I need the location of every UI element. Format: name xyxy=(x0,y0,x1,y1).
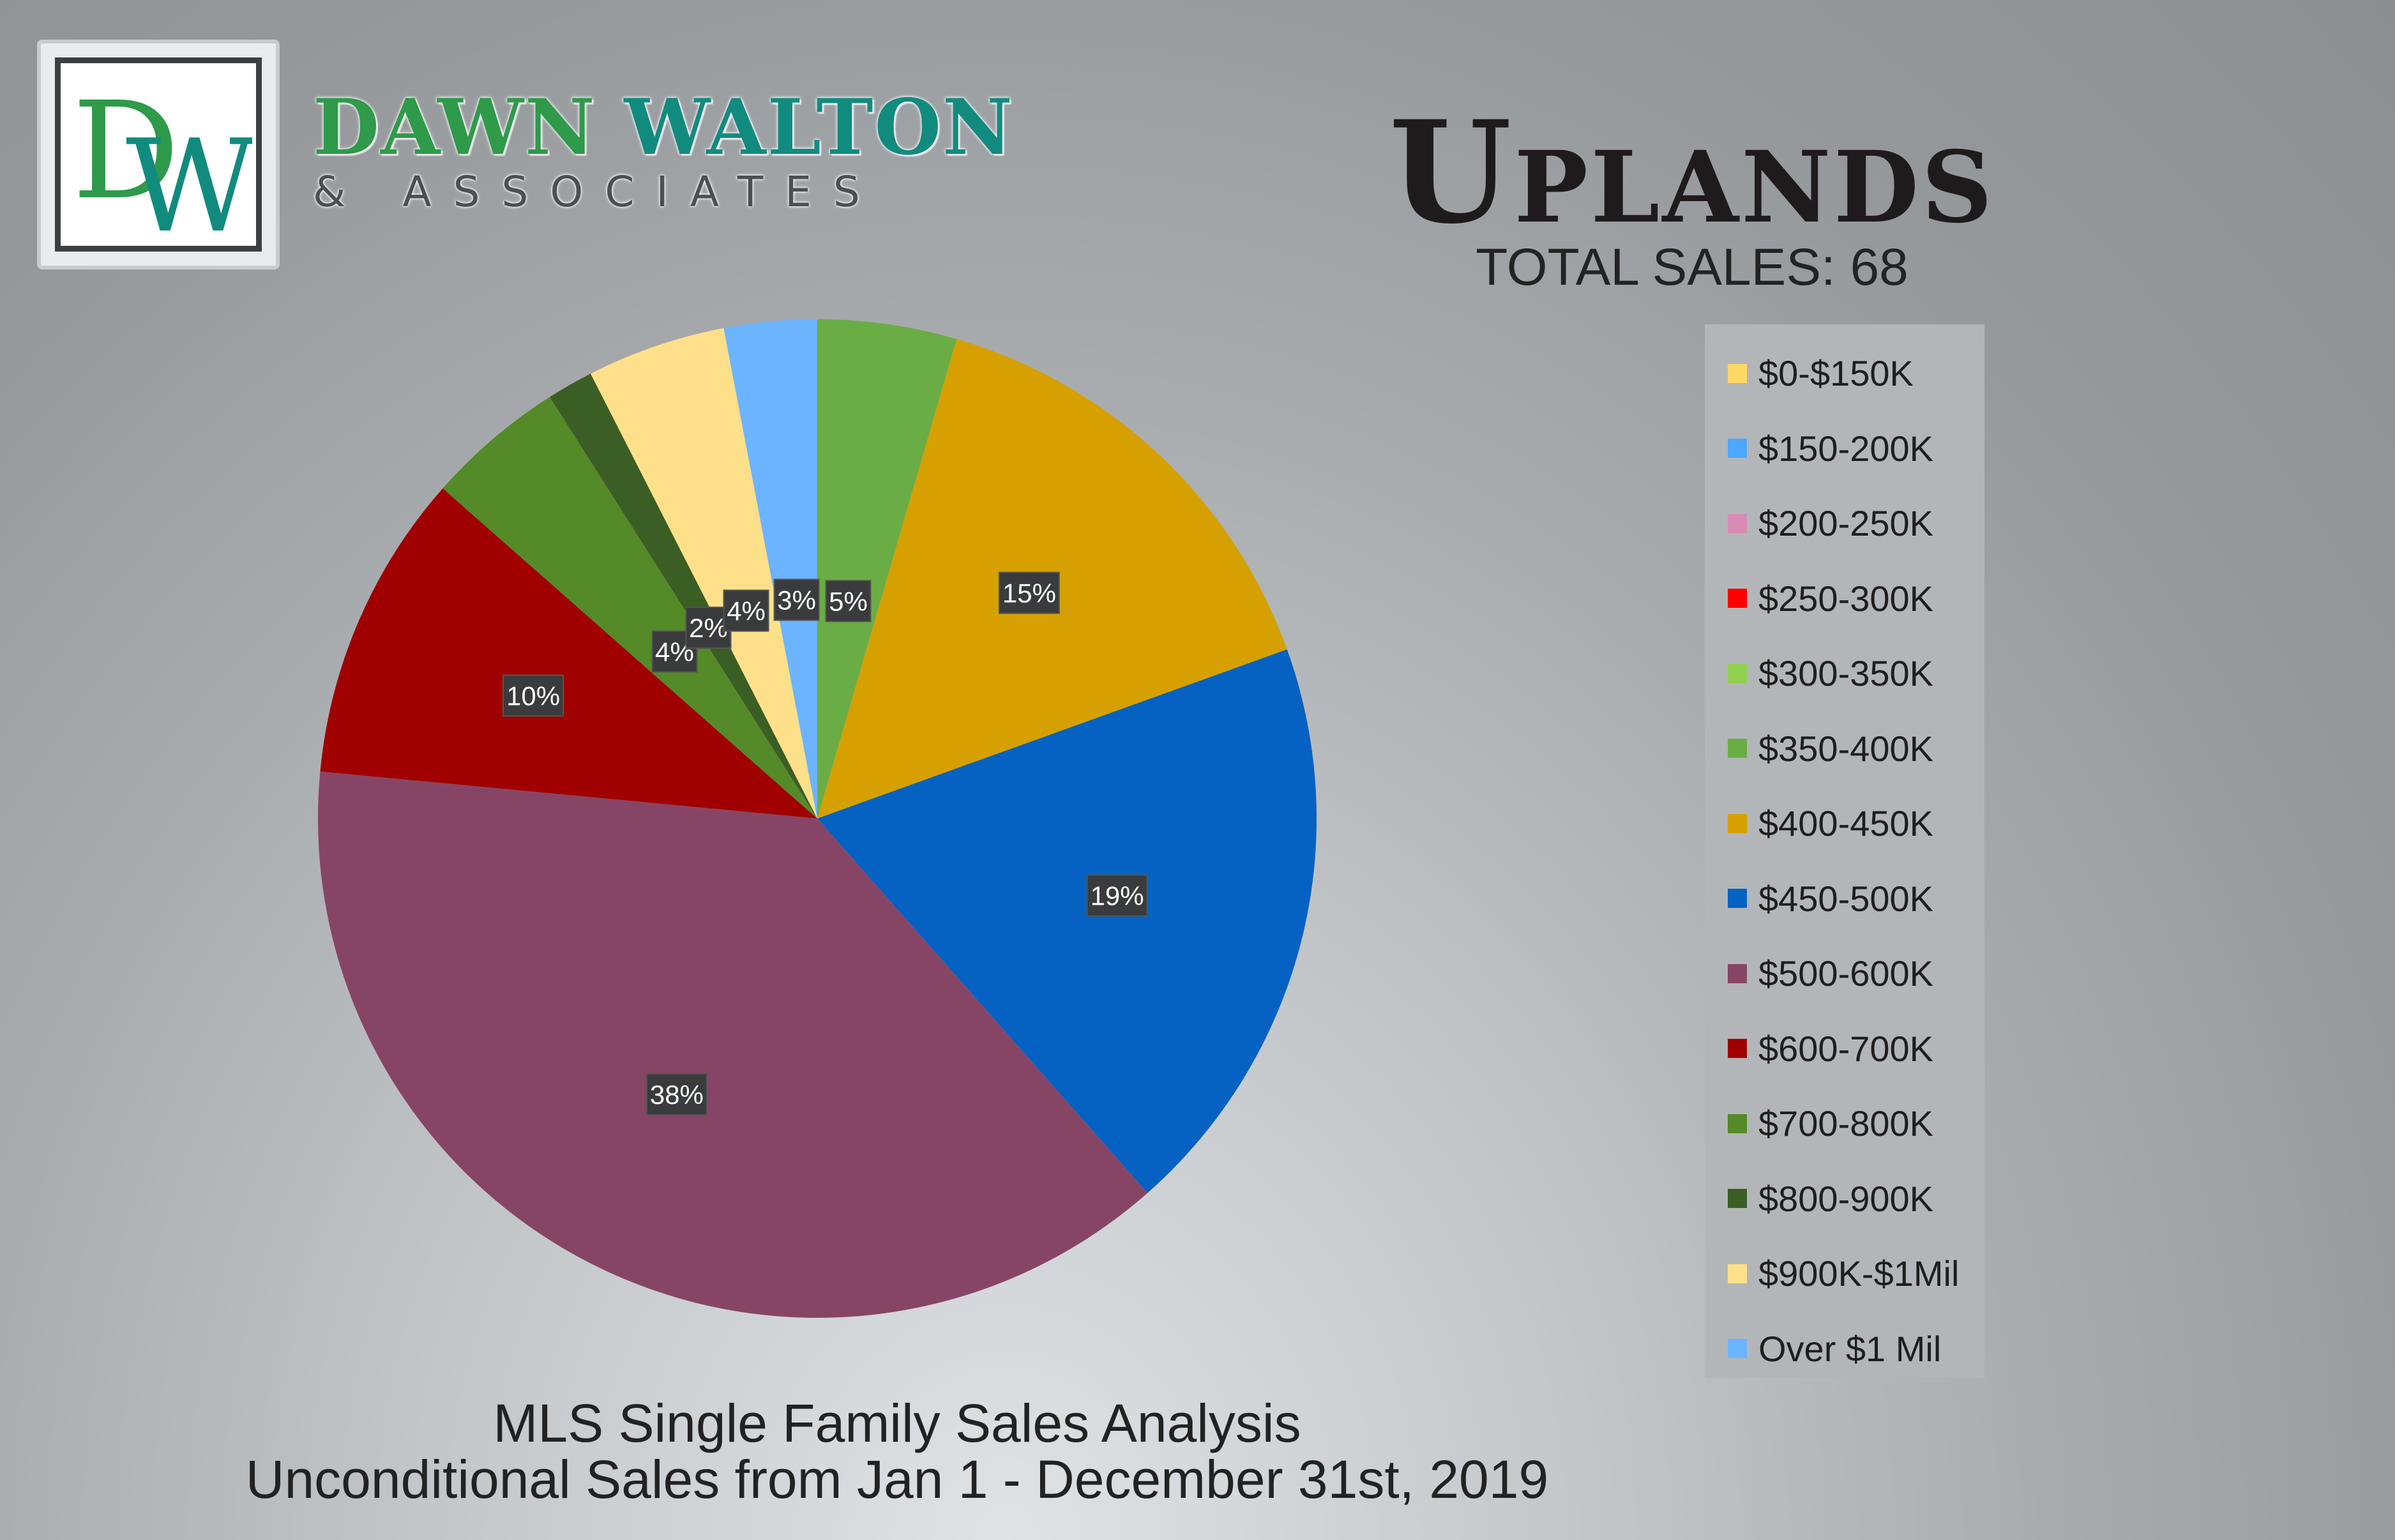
brand-name-last: WALTON xyxy=(624,82,1014,172)
legend-item-12: $900K-$1Mil xyxy=(1705,1236,1984,1311)
pie-slice-13 xyxy=(723,319,817,819)
pie-slice-10 xyxy=(442,396,817,819)
data-label-box-9 xyxy=(502,674,564,717)
data-label-box-7 xyxy=(1086,874,1148,917)
data-label-box-12 xyxy=(723,589,769,632)
logo-monogram: D W xyxy=(55,57,262,252)
legend-swatch-1 xyxy=(1728,439,1747,458)
data-label-box-5 xyxy=(825,580,872,623)
data-label-text-8: 38% xyxy=(650,1080,704,1110)
chart-footer: MLS Single Family Sales Analysis Uncondi… xyxy=(0,1393,1794,1510)
legend-item-1: $150-200K xyxy=(1705,411,1984,487)
pie-slices xyxy=(318,319,1317,1318)
data-label-text-7: 19% xyxy=(1091,881,1144,911)
legend-label-0: $0-$150K xyxy=(1758,353,1914,394)
data-label-7: 19% xyxy=(1086,874,1148,917)
pie-slice-5 xyxy=(817,319,957,819)
data-label-box-8 xyxy=(646,1073,707,1115)
legend-item-9: $600-700K xyxy=(1705,1011,1984,1087)
legend-label-9: $600-700K xyxy=(1758,1028,1934,1069)
logo-letter-d: D xyxy=(72,73,179,229)
pie-slice-12 xyxy=(590,328,817,819)
data-label-text-13: 3% xyxy=(777,585,816,615)
pie-chart: 5% 15%19%38%10%4%2%4% 3% xyxy=(318,319,1317,1318)
legend-swatch-9 xyxy=(1728,1039,1747,1059)
legend-swatch-8 xyxy=(1728,963,1747,983)
data-label-6: 15% xyxy=(998,571,1060,614)
legend-swatch-7 xyxy=(1728,889,1747,909)
legend-swatch-5 xyxy=(1728,739,1747,759)
data-label-12: 4% xyxy=(723,589,769,632)
brand-name: DAWN WALTON xyxy=(313,89,1014,166)
legend-swatch-12 xyxy=(1728,1264,1747,1283)
legend-item-0: $0-$150K xyxy=(1705,336,1984,411)
brand-wordmark: DAWN WALTON & ASSOCIATES xyxy=(313,89,1014,213)
legend-item-3: $250-300K xyxy=(1705,561,1984,637)
legend-label-4: $300-350K xyxy=(1758,653,1934,694)
legend-swatch-11 xyxy=(1728,1189,1747,1209)
legend-label-13: Over $1 Mil xyxy=(1758,1328,1942,1369)
brand-name-first: DAWN xyxy=(313,82,596,172)
legend-swatch-10 xyxy=(1728,1113,1747,1133)
legend-item-8: $500-600K xyxy=(1705,936,1984,1011)
logo-letter-w: W xyxy=(126,112,252,242)
pie-slice-9 xyxy=(320,488,817,819)
footer-line-2: Unconditional Sales from Jan 1 - Decembe… xyxy=(245,1449,1549,1510)
data-label-8: 38% xyxy=(646,1073,707,1115)
data-label-text-6: 15% xyxy=(1002,578,1056,608)
data-label-text-9: 10% xyxy=(506,681,560,711)
legend-label-1: $150-200K xyxy=(1758,428,1934,469)
legend-swatch-3 xyxy=(1728,589,1747,608)
data-label-box-13 xyxy=(773,578,820,621)
legend-swatch-0 xyxy=(1728,363,1747,383)
data-label-9: 10% xyxy=(502,674,564,717)
logo-box: D W xyxy=(37,40,280,269)
chart-legend: $0-$150K $150-200K $200-250K $250-300K $300-… xyxy=(1705,324,1984,1378)
total-sales: TOTAL SALES: 68 xyxy=(1476,238,1908,296)
pie-slice-11 xyxy=(549,374,817,819)
footer-line-1: MLS Single Family Sales Analysis xyxy=(493,1393,1301,1453)
legend-label-11: $800-900K xyxy=(1758,1178,1934,1219)
legend-label-6: $400-450K xyxy=(1758,803,1934,844)
legend-swatch-13 xyxy=(1728,1339,1747,1359)
legend-item-4: $300-350K xyxy=(1705,636,1984,711)
legend-item-2: $200-250K xyxy=(1705,486,1984,561)
pie-slice-7 xyxy=(817,649,1317,1193)
pie-data-labels: 5% 15%19%38%10%4%2%4% 3% xyxy=(502,571,1148,1115)
data-label-5: 5% xyxy=(825,580,872,623)
data-label-13: 3% xyxy=(773,578,820,621)
legend-label-5: $350-400K xyxy=(1758,728,1934,769)
legend-label-3: $250-300K xyxy=(1758,578,1934,619)
data-label-text-12: 4% xyxy=(727,596,766,626)
legend-item-11: $800-900K xyxy=(1705,1161,1984,1237)
legend-label-10: $700-800K xyxy=(1758,1103,1934,1144)
legend-label-8: $500-600K xyxy=(1758,953,1934,994)
legend-label-7: $450-500K xyxy=(1758,878,1934,919)
pie-slice-8 xyxy=(318,771,1148,1318)
data-label-box-6 xyxy=(998,571,1060,614)
legend-swatch-2 xyxy=(1728,513,1747,533)
legend-swatch-4 xyxy=(1728,663,1747,683)
legend-swatch-6 xyxy=(1728,813,1747,833)
legend-item-7: $450-500K xyxy=(1705,861,1984,937)
legend-item-5: $350-400K xyxy=(1705,711,1984,787)
legend-label-2: $200-250K xyxy=(1758,503,1934,544)
data-label-text-5: 5% xyxy=(829,586,868,616)
legend-item-6: $400-450K xyxy=(1705,786,1984,861)
brand-subtitle: & ASSOCIATES xyxy=(313,167,882,216)
legend-label-12: $900K-$1Mil xyxy=(1758,1253,1960,1294)
legend-item-10: $700-800K xyxy=(1705,1086,1984,1161)
legend-item-13: Over $1 Mil xyxy=(1705,1311,1984,1387)
area-title: Uplands xyxy=(1389,89,1995,255)
data-label-text-11: 2% xyxy=(689,613,728,643)
